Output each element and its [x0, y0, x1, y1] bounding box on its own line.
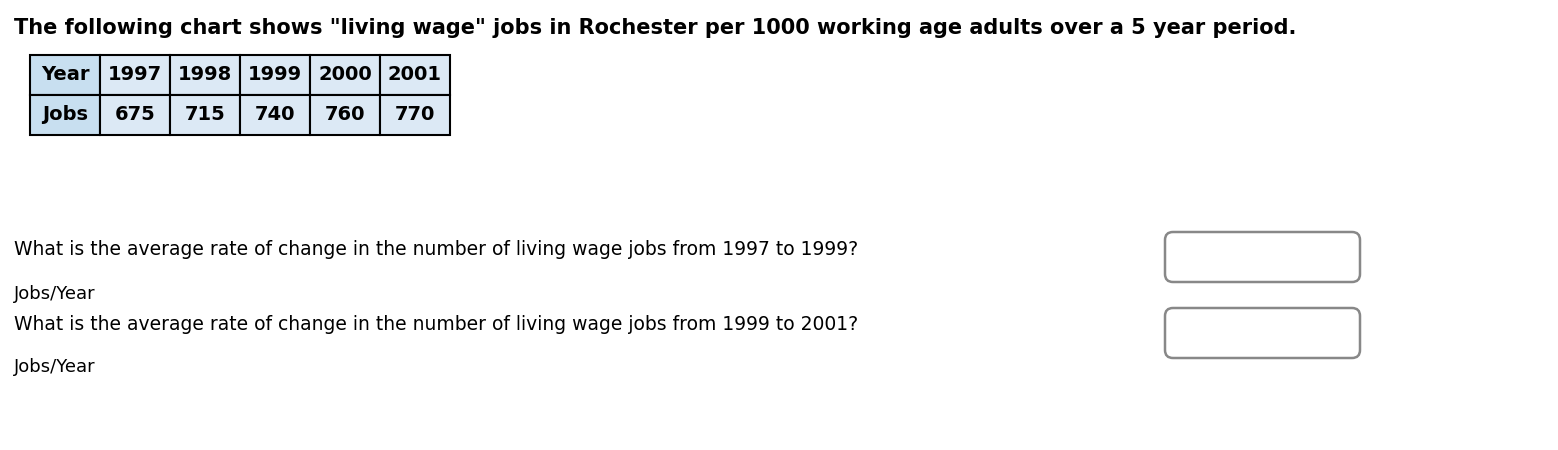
Bar: [100, 95, 170, 135]
Text: Jobs/Year: Jobs/Year: [14, 358, 95, 376]
Bar: [240, 55, 310, 95]
Bar: [170, 95, 240, 135]
Bar: [310, 55, 380, 95]
Text: 760: 760: [324, 105, 365, 125]
Bar: [380, 55, 450, 95]
Bar: [30, 55, 100, 95]
Text: Jobs: Jobs: [42, 105, 87, 125]
Text: The following chart shows "living wage" jobs in Rochester per 1000 working age a: The following chart shows "living wage" …: [14, 18, 1296, 38]
Text: 1998: 1998: [178, 66, 232, 85]
FancyBboxPatch shape: [1165, 232, 1360, 282]
Text: 2000: 2000: [318, 66, 372, 85]
Text: 1997: 1997: [108, 66, 162, 85]
Text: 675: 675: [115, 105, 156, 125]
Text: 1999: 1999: [248, 66, 302, 85]
Bar: [240, 95, 310, 135]
Text: Jobs/Year: Jobs/Year: [14, 285, 95, 303]
Text: 715: 715: [185, 105, 226, 125]
Text: What is the average rate of change in the number of living wage jobs from 1999 t: What is the average rate of change in th…: [14, 315, 858, 334]
Bar: [30, 95, 100, 135]
Bar: [380, 95, 450, 135]
Bar: [310, 95, 380, 135]
Text: 2001: 2001: [388, 66, 442, 85]
FancyBboxPatch shape: [1165, 308, 1360, 358]
Text: Year: Year: [41, 66, 89, 85]
Text: 770: 770: [394, 105, 435, 125]
Bar: [170, 55, 240, 95]
Bar: [100, 55, 170, 95]
Text: 740: 740: [256, 105, 296, 125]
Text: What is the average rate of change in the number of living wage jobs from 1997 t: What is the average rate of change in th…: [14, 240, 858, 259]
